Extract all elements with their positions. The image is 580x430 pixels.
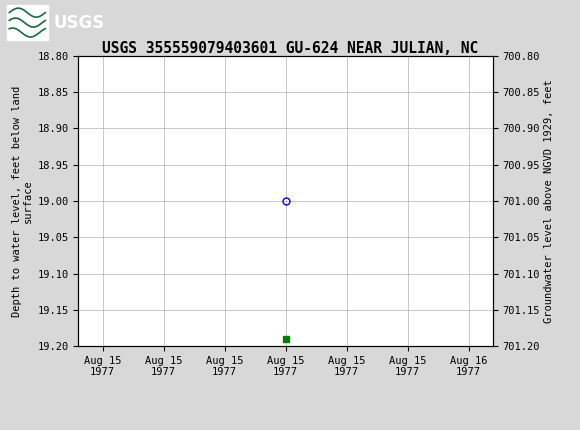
Bar [7,6,48,40]
Y-axis label: Groundwater level above NGVD 1929, feet: Groundwater level above NGVD 1929, feet [545,79,554,323]
Text: USGS: USGS [53,14,104,31]
Text: USGS 355559079403601 GU-624 NEAR JULIAN, NC: USGS 355559079403601 GU-624 NEAR JULIAN,… [102,41,478,55]
Y-axis label: Depth to water level, feet below land
surface: Depth to water level, feet below land su… [12,86,33,316]
